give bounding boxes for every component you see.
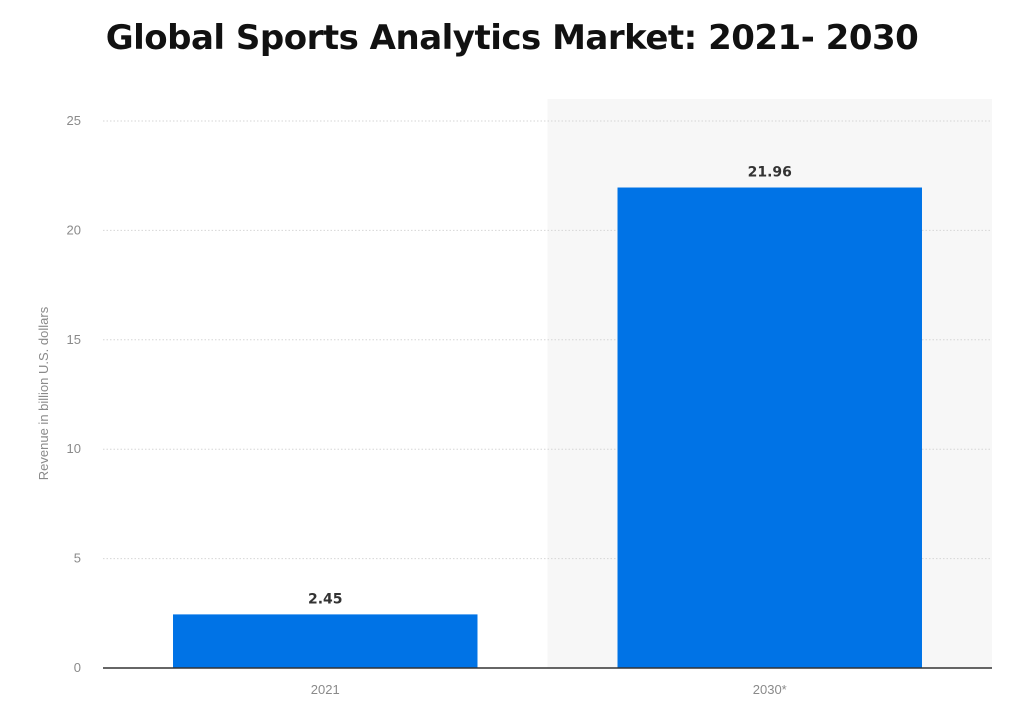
y-tick-label: 25 (67, 113, 81, 128)
data-label: 21.96 (748, 165, 792, 181)
gridlines (103, 120, 992, 560)
y-tick-label: 10 (67, 441, 81, 456)
y-axis-title: Revenue in billion U.S. dollars (36, 306, 51, 480)
x-tick-label: 2030* (753, 682, 787, 697)
y-tick-label: 20 (67, 222, 81, 237)
x-axis-ticks: 2021 2030* (311, 682, 787, 697)
bars (173, 187, 922, 668)
y-tick-label: 15 (67, 332, 81, 347)
y-tick-label: 0 (74, 660, 81, 675)
y-axis-ticks: 0 5 10 15 20 25 (67, 113, 81, 675)
y-tick-label: 5 (74, 551, 81, 566)
data-labels: 2.45 21.96 (308, 165, 792, 608)
x-tick-label: 2021 (311, 682, 340, 697)
bar (617, 187, 922, 668)
bar (173, 614, 478, 668)
data-label: 2.45 (308, 591, 343, 607)
chart-title: Global Sports Analytics Market: 2021- 20… (105, 18, 919, 58)
